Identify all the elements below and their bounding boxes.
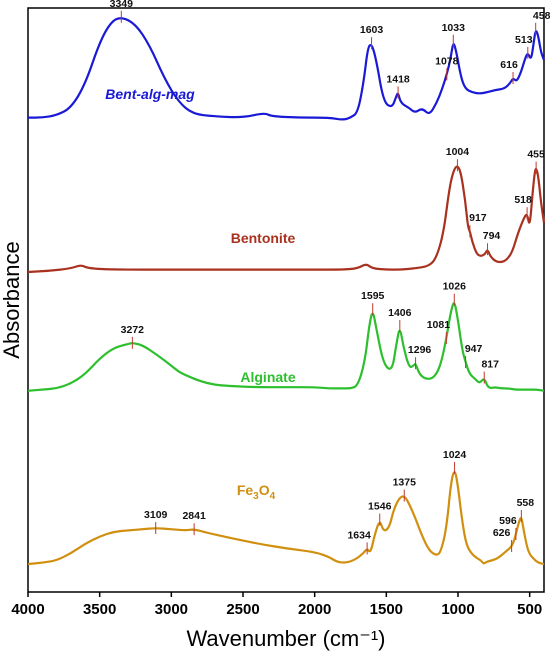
series-bent-alg-mag: Bent-alg-mag 3349 1603 1418 1078 1033 616 51345… — [28, 0, 550, 121]
peak-label-bent-alg-mag-1603: 1603 — [360, 24, 384, 36]
peak-label-bent-alg-mag-3349: 3349 — [110, 0, 134, 10]
series-line-bent-alg-mag — [28, 17, 546, 121]
peak-label-alginate-3272: 3272 — [121, 324, 145, 336]
peak-label-bentonite-455: 455 — [527, 149, 545, 161]
peak-label-bent-alg-mag-458: 458 — [533, 10, 550, 22]
series-label-bent-alg-mag: Bent-alg-mag — [105, 86, 195, 102]
x-tick-label-1500: 1500 — [370, 601, 403, 618]
series-layer: Bent-alg-mag3349160314181078103361651345… — [27, 0, 550, 566]
series-label-bentonite: Bentonite — [231, 230, 296, 246]
series-label-alginate: Alginate — [240, 369, 295, 385]
series-line-bentonite — [27, 165, 546, 274]
peak-label-alginate-947: 947 — [465, 343, 483, 355]
x-axis-title: Wavenumber (cm⁻¹) — [186, 626, 385, 651]
peak-label-fe3o4-596: 596 — [499, 515, 517, 527]
peak-label-bent-alg-mag-1418: 1418 — [386, 73, 410, 85]
peak-label-bentonite-917: 917 — [469, 212, 487, 224]
x-tick-label-3000: 3000 — [155, 601, 188, 618]
y-axis-title: Absorbance — [0, 241, 24, 358]
peak-label-fe3o4-626: 626 — [493, 527, 511, 539]
peak-label-bentonite-518: 518 — [514, 194, 532, 206]
peak-label-bent-alg-mag-513: 513 — [515, 34, 533, 46]
peak-label-fe3o4-1024: 1024 — [443, 449, 467, 461]
series-label-fe3o4: Fe3O4 — [237, 482, 276, 502]
series-line-alginate — [27, 302, 545, 392]
peak-label-alginate-1406: 1406 — [388, 307, 412, 319]
x-tick-label-3500: 3500 — [83, 601, 116, 618]
peak-label-fe3o4-3109: 3109 — [144, 509, 168, 521]
peak-label-alginate-1026: 1026 — [443, 281, 467, 293]
peak-label-alginate-1081: 1081 — [427, 319, 451, 331]
x-tick-label-500: 500 — [517, 601, 542, 618]
peak-label-alginate-817: 817 — [481, 359, 499, 371]
peak-label-fe3o4-1546: 1546 — [368, 501, 392, 513]
series-line-fe3o4 — [27, 471, 545, 566]
peak-label-bentonite-1004: 1004 — [446, 146, 470, 158]
peak-label-bentonite-794: 794 — [483, 230, 501, 242]
peak-label-alginate-1296: 1296 — [408, 344, 432, 356]
peak-label-bent-alg-mag-616: 616 — [500, 59, 518, 71]
x-tick-label-1000: 1000 — [441, 601, 474, 618]
peak-label-bent-alg-mag-1078: 1078 — [435, 55, 459, 67]
peak-label-bent-alg-mag-1033: 1033 — [442, 22, 466, 34]
plot-frame — [27, 7, 545, 593]
series-bentonite: Bentonite 1004 917 794 518 455 — [27, 146, 546, 274]
peak-label-fe3o4-2841: 2841 — [182, 510, 206, 522]
peak-label-fe3o4-558: 558 — [517, 497, 535, 509]
peak-label-alginate-1595: 1595 — [361, 290, 385, 302]
peak-label-fe3o4-1634: 1634 — [347, 529, 371, 541]
x-axis: 4000 3500 3000 2500 2000 1500 1000 500 — [11, 592, 542, 618]
x-tick-label-2500: 2500 — [226, 601, 259, 618]
x-tick-label-4000: 4000 — [11, 601, 44, 618]
peak-label-fe3o4-1375: 1375 — [393, 477, 417, 489]
x-tick-label-2000: 2000 — [298, 601, 331, 618]
